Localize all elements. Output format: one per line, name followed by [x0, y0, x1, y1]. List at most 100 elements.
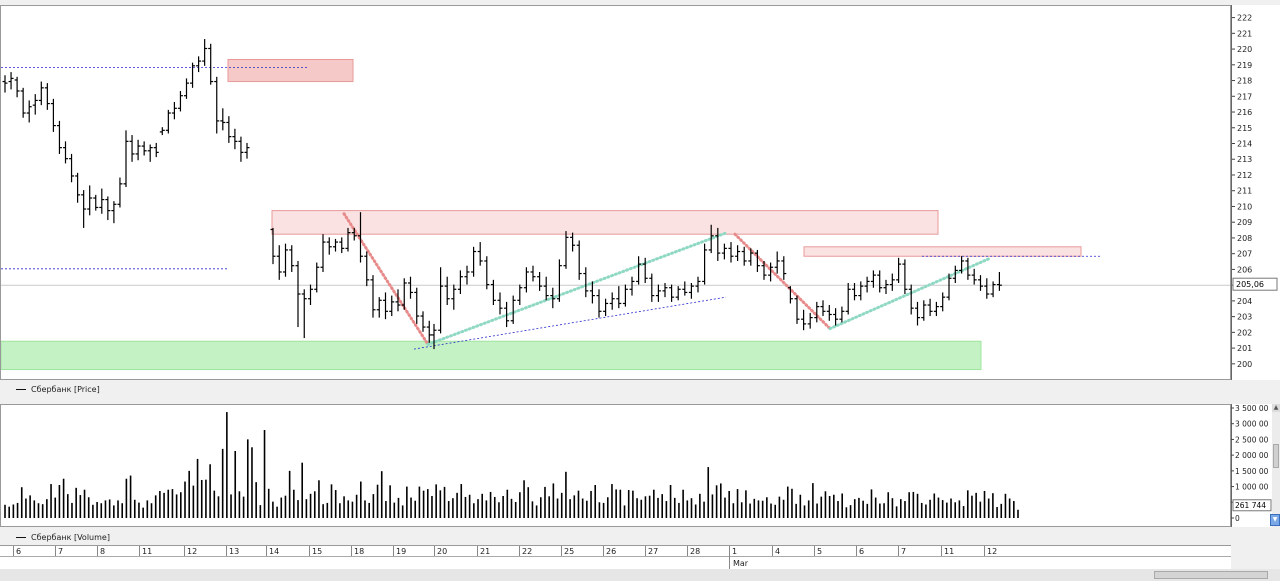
price-bar — [530, 265, 536, 282]
volume-tick-label: 1 000 00 — [1235, 483, 1269, 492]
price-bar — [295, 260, 301, 328]
day-label: 13 — [229, 547, 239, 556]
price-bar — [376, 297, 382, 318]
price-bar — [787, 286, 793, 304]
price-bar — [135, 139, 141, 161]
price-bar — [26, 100, 32, 123]
price-chart-panel[interactable] — [0, 5, 1231, 380]
price-bar — [877, 270, 883, 293]
time-axis: 6 7 8 11 12 13 14 15 18 19 20 21 22 25 26 27 28 1 4 5 6 7 11 12… — [0, 545, 1231, 570]
month-label: Mar — [733, 559, 749, 568]
price-bar — [708, 224, 714, 254]
price-bar — [320, 234, 326, 272]
price-bar — [669, 284, 675, 302]
resistance-zone — [227, 59, 354, 83]
scroll-up-arrow-icon[interactable]: ▲ — [1272, 404, 1280, 412]
price-legend: Сбербанк [Price] — [16, 385, 100, 394]
scroll-down-arrow-icon[interactable]: ▼ — [1270, 514, 1280, 526]
price-bar — [609, 292, 615, 310]
price-bar — [990, 281, 996, 298]
volume-axis: 3 500 00 3 000 00 2 500 00 2 000 00 1 500 00… — [1231, 404, 1272, 527]
price-bar — [814, 301, 820, 323]
price-bar — [921, 300, 927, 321]
horizontal-scroll-thumb[interactable] — [1154, 571, 1268, 579]
price-bar — [596, 289, 602, 318]
volume-tick-label: 2 500 00 — [1235, 435, 1269, 444]
price-bar — [147, 144, 153, 162]
price-bar — [675, 286, 681, 301]
price-bar — [629, 276, 635, 296]
price-bar — [326, 237, 332, 255]
vertical-scroll-thumb[interactable] — [1273, 444, 1279, 468]
price-bar — [556, 259, 562, 302]
price-tick-label: 200 — [1237, 360, 1252, 369]
price-bar — [858, 281, 864, 301]
price-tick-label: 214 — [1237, 139, 1252, 148]
price-bar — [728, 242, 734, 263]
price-tick-label: 215 — [1237, 124, 1252, 133]
day-label: 19 — [396, 547, 406, 556]
price-bar — [111, 201, 117, 224]
trend-line — [413, 296, 727, 350]
price-bar — [244, 142, 250, 159]
price-bar — [927, 298, 933, 317]
volume-vertical-scrollbar[interactable]: ▲ — [1272, 404, 1280, 527]
price-bar — [642, 257, 648, 283]
horizontal-scrollbar[interactable] — [0, 569, 1280, 581]
price-bar — [971, 268, 977, 285]
price-bar — [820, 300, 826, 317]
price-bar — [517, 284, 523, 306]
price-bar — [464, 265, 470, 285]
support-zone — [0, 340, 982, 371]
price-bar — [735, 245, 741, 261]
price-bar — [833, 308, 839, 326]
price-bar — [864, 276, 870, 293]
price-bar — [649, 273, 655, 302]
price-bar — [75, 172, 81, 203]
price-bar — [81, 190, 87, 228]
day-label: 18 — [354, 547, 364, 556]
price-bar — [56, 120, 62, 154]
day-label: 25 — [564, 547, 574, 556]
price-bar — [63, 141, 68, 164]
day-label: 6 — [16, 547, 21, 556]
price-bar — [543, 276, 549, 301]
day-label: 15 — [312, 547, 322, 556]
price-tick-label: 217 — [1237, 92, 1252, 101]
price-bar — [636, 256, 642, 285]
price-bar — [477, 242, 483, 266]
price-bar — [497, 292, 503, 315]
price-bar — [965, 257, 971, 280]
price-bar — [984, 278, 990, 299]
price-chart — [0, 39, 1230, 371]
last-volume-label: 261 744 — [1235, 501, 1266, 510]
price-bar — [308, 284, 313, 306]
last-price-label: 205,06 — [1236, 280, 1264, 289]
price-bar — [896, 257, 902, 283]
up-arrow-line — [828, 256, 993, 331]
price-bar — [583, 267, 589, 298]
price-tick-label: 219 — [1237, 61, 1252, 70]
price-bar — [93, 194, 99, 211]
price-bar — [807, 312, 813, 329]
day-label: 7 — [58, 547, 63, 556]
price-bar — [190, 62, 196, 88]
price-bar — [184, 78, 189, 99]
price-bar — [826, 305, 832, 321]
price-bar — [159, 127, 165, 136]
volume-chart-panel[interactable] — [0, 404, 1231, 527]
price-bar — [761, 260, 767, 280]
price-tick-label: 208 — [1237, 234, 1252, 243]
up-arrow-line — [426, 231, 729, 346]
day-label: 11 — [142, 547, 152, 556]
price-bar — [682, 281, 688, 296]
price-bar — [589, 281, 595, 304]
day-label: 6 — [859, 547, 864, 556]
price-bar — [883, 279, 889, 295]
price-tick-label: 207 — [1237, 250, 1252, 259]
price-bar — [655, 284, 661, 302]
price-bar — [504, 301, 510, 328]
resistance-zone — [271, 210, 939, 235]
day-label: 8 — [100, 547, 105, 556]
price-bar — [345, 227, 351, 252]
